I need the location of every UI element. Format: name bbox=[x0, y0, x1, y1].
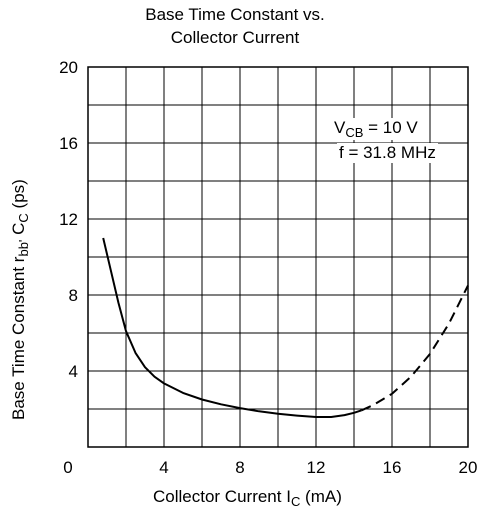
y-tick-label: 8 bbox=[69, 286, 78, 305]
plot-frame bbox=[87, 66, 469, 448]
x-tick-label: 20 bbox=[459, 458, 478, 477]
y-tick-label: 20 bbox=[59, 58, 78, 77]
y-axis-label: Base Time Constant rbb' CC (ps) bbox=[9, 179, 31, 420]
tick-labels: 0 4 8 12 16 20 4 8 12 16 20 bbox=[59, 58, 477, 477]
y-tick-label: 4 bbox=[69, 362, 78, 381]
annotation-vcb: VCB = 10 V bbox=[332, 118, 420, 140]
x-tick-label: 0 bbox=[63, 458, 72, 477]
series-line-solid bbox=[102, 237, 362, 418]
y-tick-label: 16 bbox=[59, 134, 78, 153]
annotation-frequency: f = 31.8 MHz bbox=[337, 143, 438, 163]
x-tick-label: 8 bbox=[235, 458, 244, 477]
x-tick-label: 4 bbox=[159, 458, 168, 477]
x-tick-label: 12 bbox=[307, 458, 326, 477]
x-tick-label: 16 bbox=[383, 458, 402, 477]
chart-title-line1: Base Time Constant vs. bbox=[145, 5, 325, 24]
y-tick-label: 12 bbox=[59, 210, 78, 229]
series-line-dashed bbox=[361, 285, 469, 412]
x-axis-label: Collector Current IC (mA) bbox=[153, 487, 342, 509]
grid bbox=[88, 67, 468, 447]
chart-title-line2: Collector Current bbox=[170, 28, 300, 47]
curves bbox=[102, 237, 469, 418]
